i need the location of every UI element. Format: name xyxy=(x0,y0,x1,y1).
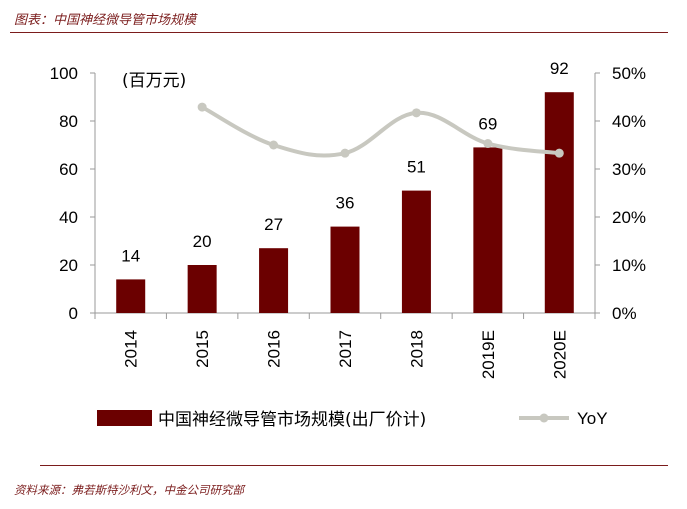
bar-2018 xyxy=(401,190,431,313)
bar-2014 xyxy=(116,279,146,313)
bar-value-label: 36 xyxy=(336,194,355,213)
y-left-tick-label: 100 xyxy=(50,64,78,83)
bar-value-label: 51 xyxy=(407,158,426,177)
yoy-point xyxy=(483,139,493,149)
legend-line-marker xyxy=(539,413,549,423)
source-note: 资料来源：弗若斯特沙利文，中金公司研究部 xyxy=(14,483,244,497)
bar-2019E xyxy=(473,147,503,313)
figure-title: 图表：中国神经微导管市场规模 xyxy=(14,13,197,28)
bar-2020E xyxy=(544,92,574,313)
x-category-label: 2015 xyxy=(193,330,212,368)
y-right-tick-label: 50% xyxy=(612,64,646,83)
legend-bar-label: 中国神经微导管市场规模(出厂价计) xyxy=(158,410,426,430)
y-left-tick-label: 60 xyxy=(59,160,78,179)
bar-value-label: 69 xyxy=(478,114,497,133)
y-right-tick-label: 10% xyxy=(612,256,646,275)
top-divider xyxy=(10,32,668,33)
legend-bar-swatch xyxy=(97,410,152,426)
unit-label: (百万元) xyxy=(122,71,186,91)
bar-value-label: 92 xyxy=(550,59,569,78)
yoy-point xyxy=(340,148,350,158)
y-left-tick-label: 0 xyxy=(69,304,78,323)
y-right-tick-label: 40% xyxy=(612,112,646,131)
legend-line-label: YoY xyxy=(577,409,608,428)
y-left-tick-label: 80 xyxy=(59,112,78,131)
bar-2015 xyxy=(187,265,217,313)
x-category-label: 2016 xyxy=(265,330,284,368)
x-category-label: 2018 xyxy=(407,330,426,368)
chart: 0 20 40 60 80 100 0% 10% 20% 30% 40% 50% 14 20 27 36 51 6… xyxy=(50,59,646,430)
bar-value-label: 20 xyxy=(193,232,212,251)
yoy-point xyxy=(269,140,279,150)
y-right-tick-label: 30% xyxy=(612,160,646,179)
bar-2016 xyxy=(259,248,289,313)
x-category-label: 2020E xyxy=(550,330,569,379)
y-left-tick-label: 40 xyxy=(59,208,78,227)
yoy-point xyxy=(197,102,207,112)
bar-value-label: 14 xyxy=(121,246,140,265)
y-right-tick-label: 20% xyxy=(612,208,646,227)
y-right-tick-label: 0% xyxy=(612,304,637,323)
yoy-point xyxy=(411,108,421,118)
x-category-label: 2019E xyxy=(479,330,498,379)
yoy-line xyxy=(201,105,560,158)
bar-2017 xyxy=(330,226,360,313)
x-category-label: 2017 xyxy=(336,330,355,368)
x-category-label: 2014 xyxy=(122,330,141,368)
y-left-tick-label: 20 xyxy=(59,256,78,275)
bar-value-label: 27 xyxy=(264,215,283,234)
yoy-point xyxy=(554,148,564,158)
bottom-divider xyxy=(40,465,668,466)
